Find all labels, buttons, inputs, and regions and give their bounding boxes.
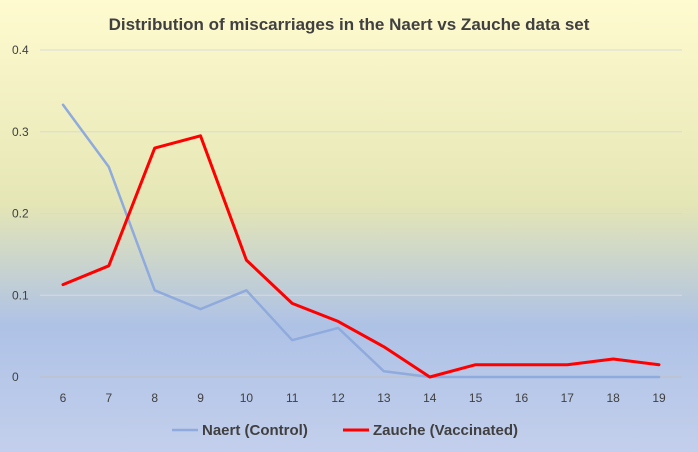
x-tick-label: 14 bbox=[423, 391, 437, 405]
chart-title: Distribution of miscarriages in the Naer… bbox=[109, 15, 590, 34]
x-tick-label: 8 bbox=[151, 391, 158, 405]
x-axis-ticks: 6 7 8 9 10 11 12 13 14 15 16 17 18 19 bbox=[60, 391, 666, 405]
legend-label-0: Naert (Control) bbox=[202, 422, 308, 439]
series-lines bbox=[61, 103, 661, 379]
x-tick-label: 13 bbox=[377, 391, 391, 405]
series-line-0 bbox=[61, 103, 661, 379]
x-tick-label: 6 bbox=[60, 391, 67, 405]
x-tick-label: 12 bbox=[331, 391, 345, 405]
y-tick-label: 0.2 bbox=[12, 207, 29, 221]
x-tick-label: 15 bbox=[469, 391, 483, 405]
y-axis-ticks: 0 0.1 0.2 0.3 0.4 bbox=[12, 43, 29, 384]
x-tick-label: 18 bbox=[606, 391, 620, 405]
y-tick-label: 0.4 bbox=[12, 43, 29, 57]
legend: Naert (Control) Zauche (Vaccinated) bbox=[172, 422, 518, 439]
x-tick-label: 9 bbox=[197, 391, 204, 405]
x-tick-label: 17 bbox=[561, 391, 575, 405]
legend-label-1: Zauche (Vaccinated) bbox=[373, 422, 518, 439]
x-tick-label: 11 bbox=[286, 391, 299, 405]
y-tick-label: 0.1 bbox=[12, 288, 29, 302]
x-tick-label: 19 bbox=[652, 391, 666, 405]
y-tick-label: 0 bbox=[12, 370, 19, 384]
series-line-1 bbox=[61, 134, 661, 379]
y-tick-label: 0.3 bbox=[12, 125, 29, 139]
x-tick-label: 10 bbox=[240, 391, 254, 405]
x-tick-label: 16 bbox=[515, 391, 529, 405]
x-tick-label: 7 bbox=[106, 391, 113, 405]
